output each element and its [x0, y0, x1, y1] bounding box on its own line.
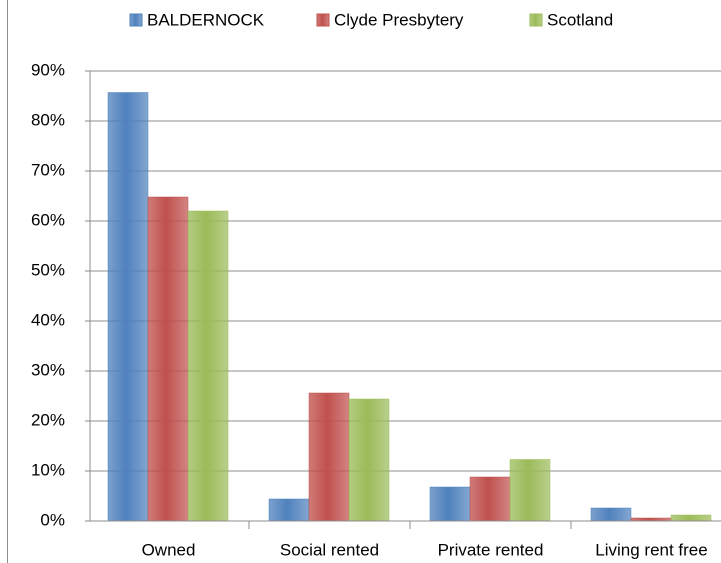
y-tick-label: 90% [31, 60, 65, 79]
legend-label: Clyde Presbytery [334, 10, 464, 29]
legend-swatch [529, 13, 543, 27]
legend-label: BALDERNOCK [147, 10, 265, 29]
y-tick-label: 70% [31, 160, 65, 179]
legend-label: Scotland [547, 10, 613, 29]
x-tick-label: Private rented [438, 540, 544, 559]
y-tick-label: 10% [31, 460, 65, 479]
x-tick-label: Social rented [280, 540, 379, 559]
bar [147, 196, 189, 522]
y-tick-label: 30% [31, 360, 65, 379]
bar [509, 459, 551, 522]
y-tick-label: 40% [31, 310, 65, 329]
legend-swatch [316, 13, 330, 27]
legend-swatch [129, 13, 143, 27]
bar [187, 210, 229, 522]
bar [348, 398, 390, 522]
y-tick-label: 80% [31, 110, 65, 129]
y-tick-label: 20% [31, 410, 65, 429]
bar [268, 498, 310, 522]
bar [107, 92, 149, 522]
x-tick-label: Living rent free [595, 540, 707, 559]
bar [469, 476, 511, 522]
y-tick-label: 0% [40, 510, 65, 529]
bar [429, 486, 471, 522]
bar [308, 392, 350, 522]
y-tick-label: 60% [31, 210, 65, 229]
bar [670, 514, 712, 522]
y-tick-label: 50% [31, 260, 65, 279]
x-tick-label: Owned [142, 540, 196, 559]
bar [590, 507, 632, 522]
